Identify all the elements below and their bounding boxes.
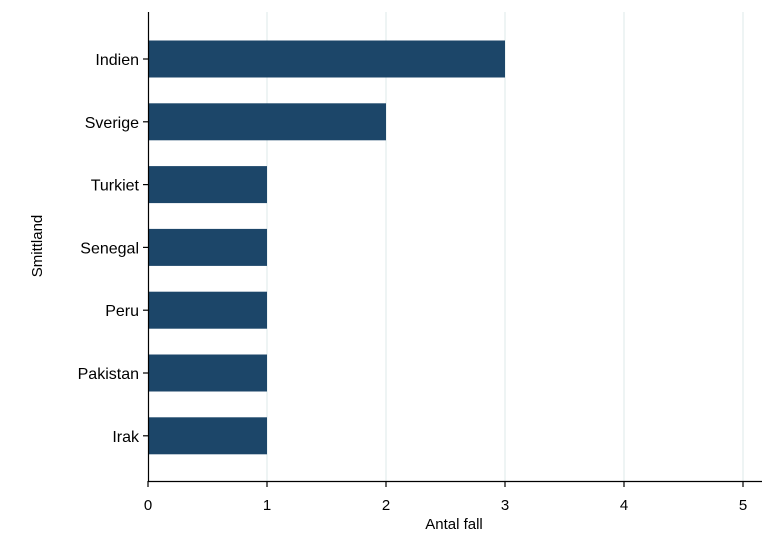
bars — [149, 40, 505, 455]
x-tick-label: 3 — [501, 497, 509, 514]
bar-indien — [149, 40, 505, 78]
x-tick-label: 1 — [263, 497, 271, 514]
y-tick-label: Turkiet — [91, 178, 140, 195]
bar-turkiet — [149, 166, 267, 204]
bar-senegal — [149, 228, 267, 266]
axes — [147, 12, 762, 483]
y-tick-label: Senegal — [80, 240, 139, 257]
ticks: 0 1 2 3 4 5 — [143, 58, 747, 514]
bar-peru — [149, 291, 267, 329]
x-tick-label: 5 — [739, 497, 747, 514]
gridlines — [266, 12, 744, 481]
labels: Indien Sverige Turkiet Senegal Peru Pakistan I… — [78, 52, 140, 446]
y-tick-label: Indien — [95, 52, 139, 69]
x-tick-label: 0 — [144, 497, 152, 514]
y-axis-title: Smittland — [29, 215, 46, 278]
x-tick-label: 2 — [382, 497, 390, 514]
y-tick-label: Irak — [112, 429, 140, 446]
y-tick-label: Sverige — [85, 115, 139, 132]
bar-pakistan — [149, 354, 267, 392]
y-tick-label: Pakistan — [78, 366, 139, 383]
bar-sverige — [149, 103, 386, 141]
x-axis-title: Antal fall — [425, 516, 483, 533]
bar-irak — [149, 417, 267, 455]
x-tick-label: 4 — [620, 497, 628, 514]
y-tick-label: Peru — [105, 303, 139, 320]
